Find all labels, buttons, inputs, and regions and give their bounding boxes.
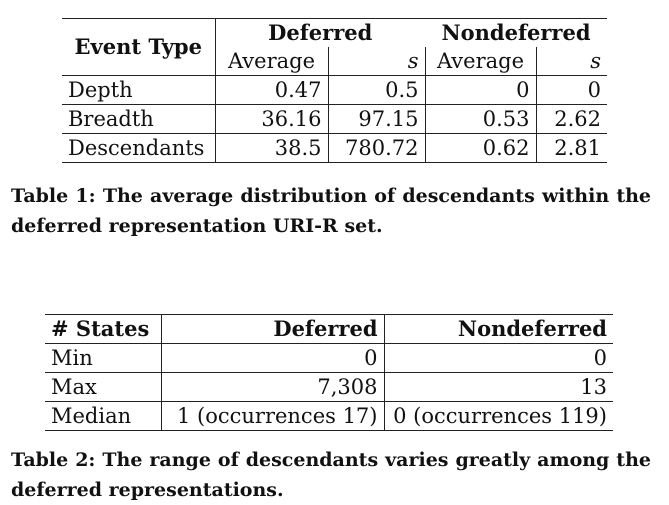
table-1: Event Type Deferred Nondeferred Average … [62, 18, 607, 163]
cell-nondeferred-s: 2.81 [554, 136, 601, 160]
cell-deferred-s: 780.72 [328, 133, 426, 163]
table-row: Breadth 36.16 97.15 0.53 2.62 [62, 104, 607, 134]
subheader-nondeferred-average: Average [425, 47, 537, 76]
table-row: Max 7,308 13 [45, 372, 613, 402]
row-label: Descendants [62, 133, 216, 163]
row-label: Median [45, 401, 162, 431]
cell-deferred-average: 0.47 [215, 75, 329, 105]
header-event-type: Event Type [62, 18, 216, 76]
cell-nondeferred-average: 0 [425, 75, 537, 105]
header-deferred: Deferred [161, 314, 385, 344]
header-nondeferred: Nondeferred [441, 20, 591, 45]
table-1-caption: Table 1: The average distribution of des… [11, 185, 651, 237]
cell-deferred: 7,308 [161, 372, 385, 402]
cell-deferred-s: 97.15 [328, 104, 426, 134]
cell-deferred: 1 (occurrences 17) [161, 401, 385, 431]
header-states: # States [45, 314, 162, 344]
cell-nondeferred-average: 0.62 [425, 133, 537, 163]
row-label: Min [45, 343, 162, 373]
cell-deferred-average: 38.5 [215, 133, 329, 163]
subheader-deferred-s: s [328, 47, 426, 76]
cell-deferred-average: 36.16 [215, 104, 329, 134]
subheader-nondeferred-s: s [590, 49, 601, 73]
cell-nondeferred-s: 2.62 [554, 107, 601, 131]
row-label: Depth [62, 75, 216, 105]
row-label: Max [45, 372, 162, 402]
cell-nondeferred-s: 0 [587, 78, 601, 102]
cell-nondeferred: 0 (occurrences 119) [393, 404, 607, 428]
table-row: Median 1 (occurrences 17) 0 (occurrences… [45, 401, 613, 431]
cell-nondeferred-average: 0.53 [425, 104, 537, 134]
table-row: Min 0 0 [45, 343, 613, 373]
table-row: Depth 0.47 0.5 0 0 [62, 75, 607, 105]
cell-nondeferred: 13 [580, 375, 607, 399]
subheader-deferred-average: Average [215, 47, 329, 76]
header-deferred: Deferred [268, 20, 373, 45]
row-label: Breadth [62, 104, 216, 134]
cell-nondeferred: 0 [593, 346, 607, 370]
header-nondeferred: Nondeferred [457, 316, 607, 341]
cell-deferred: 0 [161, 343, 385, 373]
table-row: Descendants 38.5 780.72 0.62 2.81 [62, 133, 607, 163]
table-2-caption: Table 2: The range of descendants varies… [11, 449, 651, 501]
table-2: # States Deferred Nondeferred Min 0 0 Ma… [45, 314, 613, 431]
cell-deferred-s: 0.5 [328, 75, 426, 105]
